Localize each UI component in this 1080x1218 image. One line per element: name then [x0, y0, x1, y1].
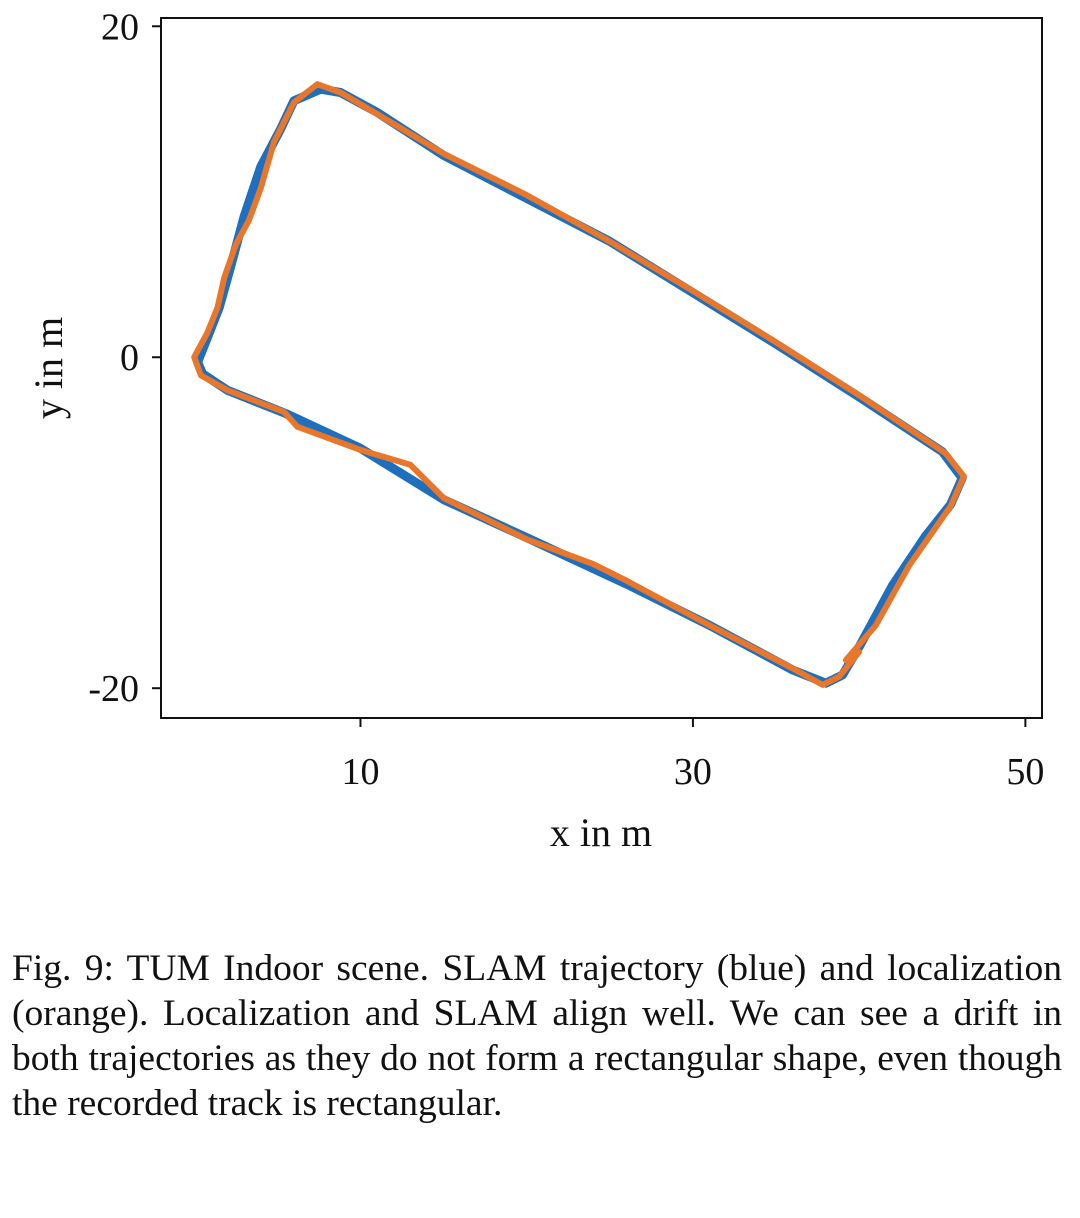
y-axis-ticks: 20 0 -20 [88, 6, 161, 710]
x-tick-label: 30 [674, 751, 712, 793]
x-axis-ticks: 10 30 50 [341, 718, 1044, 793]
localization-trajectory-line [191, 81, 967, 688]
trajectory-chart: 10 30 50 20 0 -20 x in m y in m [26, 6, 1044, 855]
x-tick-label: 10 [341, 751, 379, 793]
y-tick-label: 20 [101, 6, 139, 48]
x-tick-label: 50 [1006, 751, 1044, 793]
series-layer [191, 81, 967, 688]
plot-frame [160, 17, 1043, 719]
figure-caption: Fig. 9: TUM Indoor scene. SLAM trajector… [12, 948, 1062, 1124]
y-tick-label: 0 [120, 337, 139, 379]
y-tick-label: -20 [88, 668, 139, 710]
x-axis-label: x in m [550, 810, 652, 855]
trajectory-figure: 10 30 50 20 0 -20 x in m y in m [26, 6, 1044, 855]
y-axis-label: y in m [26, 317, 71, 419]
